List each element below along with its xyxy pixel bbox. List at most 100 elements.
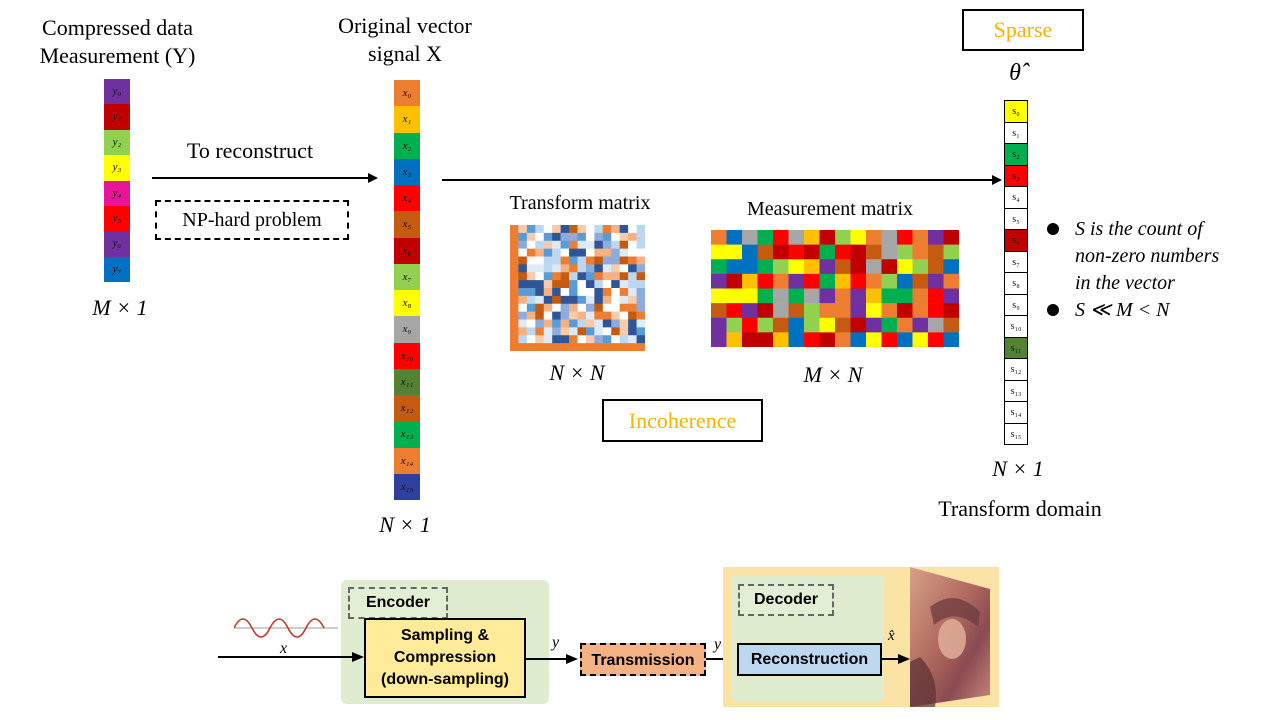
input-arrow [218, 652, 364, 662]
transform-matrix-cell [552, 311, 561, 320]
measurement-matrix-cell [897, 259, 913, 275]
transform-matrix-cell [611, 280, 620, 289]
sampling-compression-block: Sampling & Compression (down-sampling) [364, 618, 526, 698]
transform-matrix-cell [535, 295, 545, 305]
transform-matrix-cell [543, 248, 553, 257]
transform-matrix-cell [535, 343, 545, 351]
transform-matrix-cell [535, 288, 545, 297]
transform-matrix-cell [602, 303, 612, 312]
transform-matrix-cell [636, 232, 645, 242]
transform-matrix-cell [569, 288, 578, 297]
transmission-block: Transmission [580, 643, 706, 676]
x-hat-label: x̂ [888, 628, 895, 644]
y-cell-2: y₂ [104, 129, 130, 156]
transform-matrix-cell [619, 343, 629, 351]
measurement-matrix-cell [773, 317, 789, 333]
measurement-matrix-cell [835, 288, 851, 304]
transform-matrix-cell [611, 311, 620, 320]
s-cell-6: s₆ [1004, 230, 1028, 252]
measurement-matrix-cell [726, 303, 743, 319]
measurement-matrix-cell [866, 303, 882, 319]
transform-matrix-cell [518, 272, 528, 281]
transform-matrix-cell [518, 288, 528, 297]
transform-matrix-cell [569, 264, 578, 273]
transform-matrix-cell [543, 295, 553, 305]
measurement-matrix-cell [835, 303, 851, 319]
transform-matrix-cell [510, 264, 519, 273]
transform-matrix-cell [569, 248, 578, 257]
measurement-matrix-cell [943, 317, 959, 333]
transform-matrix-cell [594, 288, 604, 297]
y-label-1: y [552, 634, 560, 651]
measurement-matrix-cell [819, 332, 836, 347]
reconstruct-arrow [152, 173, 378, 183]
transform-matrix-cell [585, 327, 595, 336]
np-hard-box: NP-hard problem [155, 200, 349, 240]
transform-matrix-cell [552, 295, 561, 305]
transform-matrix-cell [602, 232, 612, 242]
measurement-matrix-cell [912, 259, 929, 275]
x-cell-3: x₃ [394, 158, 420, 185]
measurement-matrix-cell [943, 244, 959, 260]
measurement-matrix-cell [912, 288, 929, 304]
transform-matrix-cell [569, 327, 578, 336]
measurement-matrix-cell [928, 332, 944, 347]
s-cell-2: s₂ [1004, 144, 1028, 166]
transform-matrix-cell [569, 225, 578, 234]
x-cell-12: x₁₂ [394, 395, 420, 422]
measurement-matrix-cell [943, 273, 959, 289]
y-cell-3: y₃ [104, 155, 130, 181]
transform-matrix-cell [552, 232, 561, 242]
transform-matrix-cell [585, 295, 595, 305]
measurement-matrix-cell [866, 230, 882, 245]
transform-matrix-cell [560, 343, 570, 351]
transform-matrix-cell [636, 303, 645, 312]
measurement-matrix-cell [912, 317, 929, 333]
transform-matrix-cell [552, 256, 561, 265]
sparse-dim: N × 1 [992, 456, 1044, 481]
measurement-matrix-cell [819, 288, 836, 304]
transform-matrix-cell [518, 295, 528, 305]
original-vector: x₀ x₁ x₂ x₃ x₄ x₅ x₆ x₇ x₈ x₉ x₁₀ x₁₁ x₁₂ x₁₃ x₁₄ x₁₅ [394, 80, 420, 500]
transform-matrix-cell [577, 232, 587, 242]
transform-matrix-cell [577, 264, 587, 273]
measurement-matrix-cell [928, 317, 944, 333]
transform-matrix-cell [585, 311, 595, 320]
transform-matrix-cell [510, 343, 519, 351]
transform-matrix-cell [569, 256, 578, 265]
bullet-dot [1047, 223, 1059, 235]
transform-matrix-cell [535, 225, 545, 234]
transform-matrix-cell [636, 311, 645, 320]
transform-matrix-cell [535, 248, 545, 257]
transform-matrix-cell [628, 272, 637, 281]
transform-matrix-cell [594, 311, 604, 320]
measurement-matrix-cell [912, 332, 929, 347]
transform-matrix-cell [602, 319, 612, 328]
measurement-matrix-cell [850, 259, 867, 275]
measurement-matrix-cell [866, 332, 882, 347]
transform-matrix-cell [560, 240, 570, 249]
transform-matrix-cell [526, 240, 536, 249]
measurement-matrix-cell [881, 230, 898, 245]
transform-matrix-cell [526, 303, 536, 312]
transform-matrix [510, 225, 645, 351]
transform-matrix-cell [535, 327, 545, 336]
measurement-matrix-cell [804, 288, 820, 304]
x-cell-14: x₁₄ [394, 447, 420, 474]
measurement-matrix-cell [742, 230, 758, 245]
transform-matrix-cell [602, 280, 612, 289]
transform-matrix-cell [552, 303, 561, 312]
input-signal-wave [234, 618, 338, 638]
transform-matrix-cell [619, 272, 629, 281]
transform-matrix-dim: N × N [549, 360, 605, 385]
measurement-matrix-cell [850, 244, 867, 260]
original-title-line2: signal X [368, 41, 442, 66]
transform-matrix-cell [594, 343, 604, 351]
measurement-matrix-cell [788, 303, 805, 319]
compressed-title: Compressed data Measurement (Y) [10, 14, 225, 70]
s-cell-11: s₁₁ [1004, 337, 1028, 359]
measurement-matrix-cell [788, 288, 805, 304]
transform-matrix-cell [577, 240, 587, 249]
measurement-matrix-cell [850, 230, 867, 245]
x-cell-11: x₁₁ [394, 368, 420, 395]
